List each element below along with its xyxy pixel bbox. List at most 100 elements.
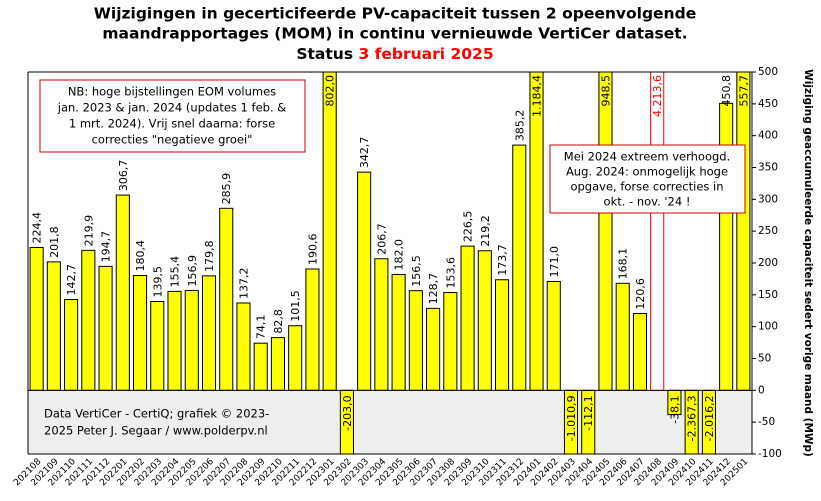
value-label: 168,1: [617, 248, 630, 280]
bar: [236, 302, 251, 391]
value-label: 802,0: [324, 75, 337, 107]
value-label: 82,8: [272, 309, 285, 334]
bar: [615, 282, 630, 391]
value-label: 557,7: [737, 75, 750, 107]
value-label: 224,4: [31, 212, 44, 244]
bar: [167, 290, 182, 391]
y-tick-label: 150: [758, 289, 778, 301]
annotation-line: NB: hoge bijstellingen EOM volumes: [68, 85, 276, 99]
value-label: 156,5: [410, 255, 423, 287]
bar: [494, 279, 510, 391]
y-tick-label: 300: [758, 193, 778, 205]
value-label: 128,7: [427, 273, 440, 305]
value-label: 226,5: [462, 211, 475, 243]
bar: [288, 325, 303, 391]
bar: [408, 290, 423, 391]
y-tick-label: 50: [758, 353, 771, 365]
value-label: -112,1: [582, 395, 595, 430]
annotation-line: okt. - nov. '24 !: [604, 195, 691, 209]
bar: [736, 71, 751, 391]
value-label: 450,8: [720, 75, 733, 107]
bar: [477, 250, 492, 391]
value-label: 182,0: [393, 239, 406, 271]
y-tick-label: 350: [758, 162, 778, 174]
annotation-frame: [39, 79, 306, 153]
value-label: 180,4: [134, 240, 147, 272]
bar: [98, 265, 113, 391]
value-label: 306,7: [117, 160, 130, 192]
y-tick-label: 100: [758, 321, 778, 333]
bar: [184, 289, 199, 391]
annotation-box: Mei 2024 extreem verhoogd. Aug. 2024: on…: [549, 144, 746, 214]
value-label: 137,2: [237, 267, 250, 299]
bar: [357, 171, 372, 391]
bar: [201, 275, 217, 391]
y-tick-label: 0: [758, 384, 765, 396]
bar: [426, 307, 441, 391]
value-label: 219,9: [82, 215, 95, 247]
value-label: 219,2: [479, 215, 492, 247]
annotation-line: Aug. 2024: onmogelijk hoge: [566, 165, 728, 179]
negative-area: [28, 390, 752, 454]
bar: [29, 246, 44, 391]
bar: [460, 245, 475, 391]
title-line: maandrapportages (MOM) in continu vernie…: [102, 25, 687, 43]
bar: [546, 280, 561, 391]
annotation-frame: [549, 144, 746, 214]
y-tick-label: 200: [758, 257, 778, 269]
title-line: Wijzigingen in gecerticifeerde PV-capaci…: [94, 5, 696, 23]
value-label: 74,1: [255, 315, 268, 340]
annotation-line: correcties "negatieve groei": [92, 133, 253, 147]
value-label: 171,0: [548, 246, 561, 278]
bar: [391, 273, 406, 391]
bar: [650, 71, 665, 391]
value-label: 142,7: [65, 264, 78, 296]
bar: [529, 71, 544, 391]
value-label: 342,7: [358, 137, 371, 169]
value-label: 201,8: [48, 226, 61, 258]
value-label: 206,7: [375, 223, 388, 255]
value-label: 120,6: [634, 278, 647, 310]
bar: [270, 337, 286, 391]
value-label: -203,0: [341, 395, 354, 430]
annotation-line: Mei 2024 extreem verhoogd.: [564, 150, 730, 164]
y-tick-label: 500: [758, 66, 778, 78]
value-label: 285,9: [220, 173, 233, 205]
bar: [512, 144, 527, 391]
value-label: 156,9: [186, 255, 199, 287]
bar: [64, 298, 79, 391]
value-label: 179,8: [203, 240, 216, 272]
bar: [46, 261, 61, 391]
value-label: 190,6: [306, 233, 319, 265]
bar: [443, 292, 458, 391]
source-line: 2025 Peter J. Segaar / www.polderpv.nl: [44, 424, 268, 438]
value-label: -2.016,2: [703, 395, 716, 441]
value-label: 155,4: [169, 256, 182, 288]
bar: [150, 301, 165, 391]
bar: [132, 274, 148, 391]
y-axis-label: Wijziging geaccumuleerde capaciteit sede…: [802, 69, 814, 457]
bar: [322, 71, 337, 391]
bar: [253, 342, 268, 391]
annotation-box: NB: hoge bijstellingen EOM volumes jan. …: [39, 79, 306, 153]
status-date: 3 februari 2025: [358, 45, 493, 63]
value-label: -1.010,9: [565, 395, 578, 441]
annotation-line: jan. 2023 & jan. 2024 (updates 1 feb. &: [57, 101, 287, 115]
value-label: 194,7: [100, 231, 113, 263]
value-label: -2.367,3: [686, 395, 699, 441]
y-tick-label: 250: [758, 225, 778, 237]
y-tick-label: 450: [758, 98, 778, 110]
value-label: 385,2: [513, 110, 526, 142]
value-label: 1.184,4: [531, 75, 544, 117]
value-label: 101,5: [289, 290, 302, 322]
bar: [374, 258, 389, 391]
source-line: Data VertiCer - CertiQ; grafiek © 2023-: [44, 407, 269, 421]
y-tick-label: -50: [758, 416, 775, 428]
y-tick-label: -100: [758, 448, 782, 460]
status-label: Status: [296, 45, 353, 63]
annotation-line: 1 mrt. 2024). Vrij snel daarna: forse: [69, 117, 275, 131]
value-label: 173,7: [496, 244, 509, 276]
bar: [81, 249, 96, 391]
value-label: 948,5: [599, 75, 612, 107]
